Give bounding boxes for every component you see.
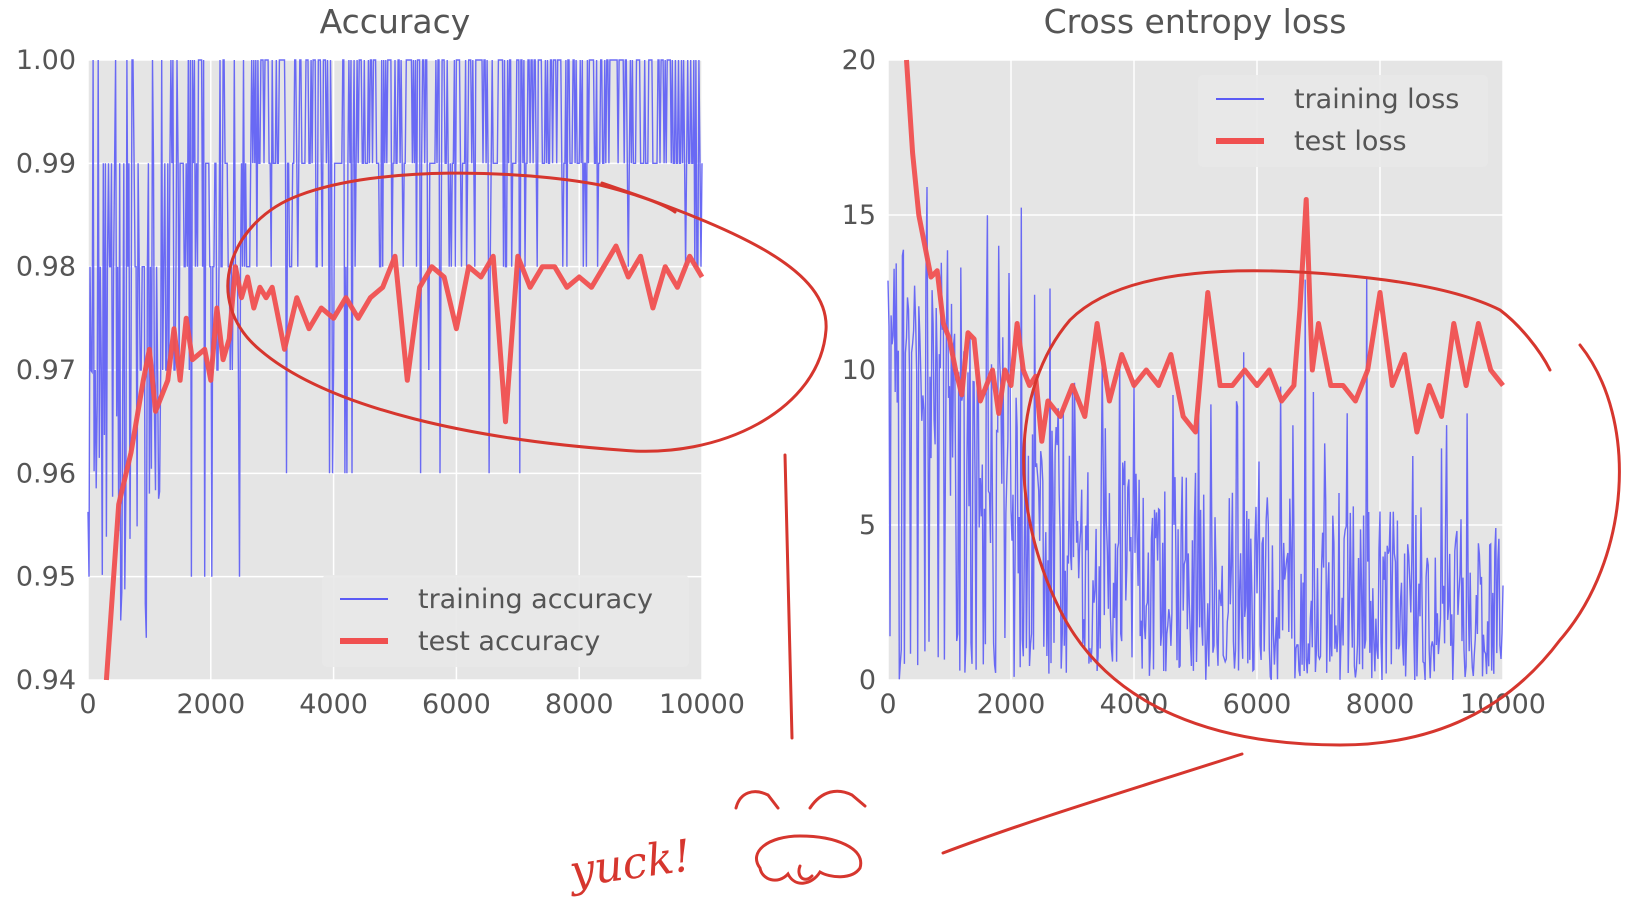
x-tick-label: 2000	[176, 689, 245, 720]
test-loss-line	[904, 59, 1505, 444]
x-tick-label: 10000	[659, 689, 745, 720]
scrunched-nose-icon	[755, 834, 863, 885]
legend-test-loss-label: test loss	[1294, 126, 1407, 157]
y-tick-label: 0	[859, 665, 876, 696]
loss-x-tick-labels: 0 2000 4000 6000 8000 10000	[879, 689, 1546, 720]
pointer-line-right	[941, 752, 1244, 855]
loss-circle	[1022, 269, 1621, 747]
accuracy-title: Accuracy	[320, 2, 471, 41]
x-tick-label: 8000	[1346, 689, 1415, 720]
training-accuracy-line	[87, 59, 703, 638]
loss-title: Cross entropy loss	[1044, 2, 1347, 41]
legend-test-accuracy-label: test accuracy	[418, 626, 600, 657]
right-eyebrow-icon	[808, 789, 867, 810]
legend-training-accuracy-label: training accuracy	[418, 584, 653, 615]
y-tick-label: 10	[842, 355, 876, 386]
training-line-path	[87, 59, 703, 638]
training-loss-line	[887, 186, 1504, 681]
y-tick-label: 0.94	[16, 665, 76, 696]
x-tick-label: 6000	[422, 689, 491, 720]
accuracy-x-tick-labels: 0 2000 4000 6000 8000 10000	[79, 689, 745, 720]
y-tick-label: 1.00	[16, 45, 76, 76]
x-tick-label: 8000	[545, 689, 614, 720]
legend-training-loss-label: training loss	[1294, 84, 1459, 115]
y-tick-label: 0.95	[16, 562, 76, 593]
x-tick-label: 0	[79, 689, 96, 720]
accuracy-circle	[226, 171, 828, 453]
x-tick-label: 4000	[299, 689, 368, 720]
left-eyebrow-icon	[734, 790, 780, 810]
y-tick-label: 0.96	[16, 458, 76, 489]
y-tick-label: 0.99	[16, 148, 76, 179]
training-line-path	[887, 186, 1504, 681]
y-tick-label: 15	[842, 200, 876, 231]
loss-legend-box	[1198, 75, 1488, 167]
x-tick-label: 0	[879, 689, 896, 720]
y-tick-label: 0.98	[16, 252, 76, 283]
accuracy-legend-box	[322, 575, 689, 667]
accuracy-legend: training accuracy test accuracy	[322, 575, 689, 667]
loss-legend: training loss test loss	[1198, 75, 1488, 167]
test-accuracy-line	[103, 243, 705, 681]
handwritten-annotations	[226, 171, 1621, 885]
y-tick-label: 20	[842, 45, 876, 76]
pointer-line-left	[783, 453, 794, 740]
accuracy-chart: Accuracy 0 2000 4000 6000 8000 10000 0.94 0.95…	[16, 2, 745, 720]
loss-chart: Cross entropy loss 0 2000 4000 6000 8000 1000…	[842, 2, 1546, 720]
y-tick-label: 5	[859, 510, 876, 541]
x-tick-label: 6000	[1223, 689, 1292, 720]
loss-y-tick-labels: 0 5 10 15 20	[842, 45, 876, 696]
y-tick-label: 0.97	[16, 355, 76, 386]
accuracy-y-tick-labels: 0.94 0.95 0.96 0.97 0.98 0.99 1.00	[16, 45, 76, 696]
x-tick-label: 2000	[977, 689, 1046, 720]
yuck-annotation: yuck!	[564, 830, 694, 898]
